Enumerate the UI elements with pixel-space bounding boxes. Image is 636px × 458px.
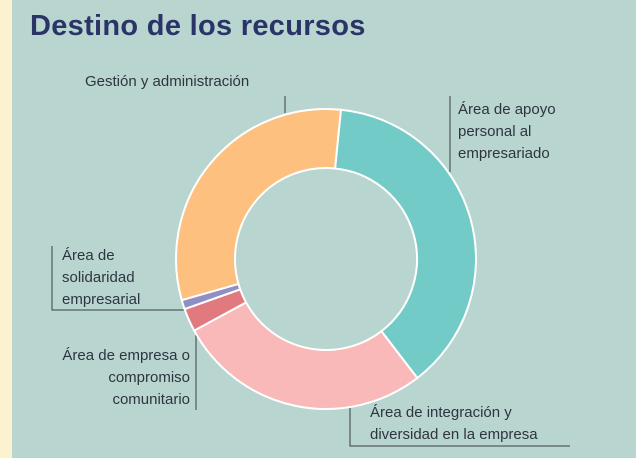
- slice-label: Área de empresa o compromiso comunitario: [62, 347, 190, 408]
- leader-line: [349, 398, 570, 447]
- slice-label: Área de solidaridad empresarial: [62, 247, 141, 308]
- slice-label: Área de apoyo personal al empresariado: [458, 101, 556, 162]
- leader-line: [51, 246, 186, 311]
- donut-slice: [333, 108, 477, 380]
- slice-label: Gestión y administración: [85, 73, 250, 90]
- side-stripe: [0, 0, 12, 458]
- donut-slice: [192, 301, 419, 410]
- leaders: [51, 96, 570, 447]
- chart-title: Destino de los recursos: [30, 10, 366, 42]
- donut-slice: [175, 108, 342, 302]
- slice-label: Área de integración y diversidad en la e…: [370, 404, 538, 443]
